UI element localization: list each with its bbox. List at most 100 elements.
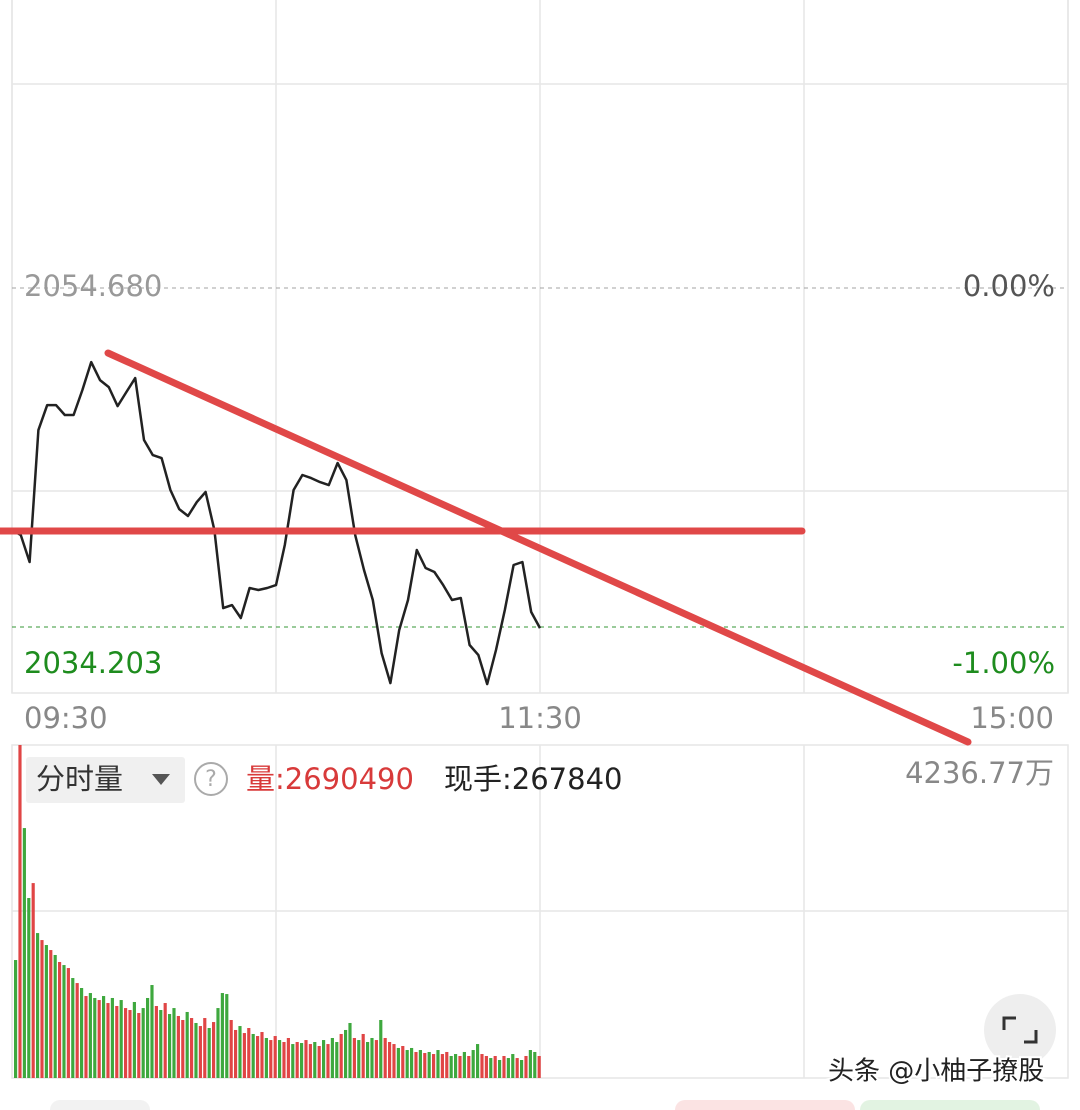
volume-bar bbox=[242, 1033, 246, 1078]
drawn-trendlines bbox=[0, 349, 972, 746]
volume-bar bbox=[454, 1054, 458, 1078]
volume-bar bbox=[62, 965, 66, 1078]
volume-bar bbox=[207, 1028, 211, 1078]
volume-bar bbox=[462, 1051, 466, 1078]
volume-bar bbox=[119, 1000, 123, 1078]
volume-bar bbox=[348, 1022, 352, 1078]
y-tick-label: 2054.680 bbox=[24, 269, 162, 303]
volume-bar bbox=[163, 1003, 167, 1078]
volume-bar bbox=[414, 1051, 418, 1078]
volume-bar bbox=[84, 996, 88, 1078]
volume-bar bbox=[383, 1037, 387, 1078]
volume-bar bbox=[326, 1044, 330, 1078]
volume-bar bbox=[27, 898, 31, 1078]
y2-tick-label: 0.00% bbox=[963, 269, 1055, 303]
volume-bar bbox=[251, 1033, 255, 1078]
volume-bar bbox=[484, 1055, 488, 1078]
volume-bar bbox=[335, 1042, 339, 1078]
volume-annotation: 量:2690490 bbox=[246, 762, 414, 796]
volume-bar bbox=[537, 1055, 541, 1078]
volume-bar bbox=[168, 1014, 172, 1078]
x-tick-label: 15:00 bbox=[970, 701, 1054, 735]
volume-bar bbox=[374, 1040, 378, 1078]
volume-bar bbox=[190, 1018, 194, 1078]
volume-bar bbox=[506, 1058, 510, 1078]
watermark: 头条 @小柚子撩股 bbox=[828, 1057, 1044, 1087]
volume-bar bbox=[150, 985, 154, 1078]
volume-bar bbox=[238, 1026, 242, 1078]
volume-bar bbox=[106, 1003, 110, 1078]
volume-bar bbox=[480, 1054, 484, 1078]
volume-bar bbox=[308, 1044, 312, 1078]
volume-bar bbox=[198, 1026, 202, 1078]
y-tick-label: 2034.203 bbox=[24, 646, 162, 680]
volume-bar bbox=[58, 961, 62, 1078]
volume-bar bbox=[344, 1029, 348, 1078]
x-tick-label: 11:30 bbox=[498, 701, 582, 735]
volume-bar bbox=[524, 1055, 528, 1078]
bottom-button[interactable] bbox=[860, 1100, 1040, 1110]
volume-bar bbox=[401, 1046, 405, 1078]
volume-bar bbox=[225, 994, 229, 1078]
volume-bar bbox=[256, 1036, 260, 1078]
volume-bar bbox=[22, 828, 26, 1078]
help-icon[interactable] bbox=[194, 762, 228, 796]
volume-bar bbox=[124, 1008, 128, 1078]
volume-bar bbox=[440, 1054, 444, 1078]
volume-bar bbox=[71, 978, 75, 1078]
volume-bar bbox=[181, 1019, 185, 1078]
volume-bar bbox=[445, 1051, 449, 1078]
volume-bar bbox=[313, 1042, 317, 1078]
volume-bar bbox=[93, 997, 97, 1078]
volume-bar bbox=[418, 1050, 422, 1078]
volume-bar bbox=[432, 1054, 436, 1078]
volume-bar bbox=[304, 1040, 308, 1078]
hand-annotation: 现手:267840 bbox=[444, 762, 622, 796]
volume-bar bbox=[49, 950, 53, 1078]
fullscreen-button[interactable] bbox=[984, 994, 1056, 1066]
volume-bar bbox=[40, 940, 44, 1078]
volume-bar bbox=[36, 933, 40, 1078]
volume-bar bbox=[493, 1055, 497, 1078]
volume-bar bbox=[396, 1047, 400, 1078]
volume-bar bbox=[392, 1044, 396, 1078]
bottom-button[interactable] bbox=[675, 1100, 855, 1110]
volume-title: 分时量 bbox=[36, 762, 123, 796]
volume-bar bbox=[330, 1037, 334, 1078]
volume-bar bbox=[75, 983, 79, 1078]
volume-bar bbox=[220, 993, 224, 1078]
volume-bar bbox=[273, 1036, 277, 1078]
volume-bar bbox=[502, 1055, 506, 1078]
volume-bar bbox=[176, 1015, 180, 1078]
volume-bar bbox=[146, 997, 150, 1078]
volume-bar bbox=[66, 968, 70, 1078]
volume-bar bbox=[458, 1055, 462, 1078]
volume-bar bbox=[498, 1060, 502, 1078]
volume-bar bbox=[317, 1046, 321, 1078]
volume-bar bbox=[172, 1008, 176, 1078]
volume-bar bbox=[154, 1006, 158, 1078]
dropdown[interactable] bbox=[26, 757, 185, 803]
volume-bar bbox=[132, 1001, 136, 1078]
volume-bar bbox=[300, 1043, 304, 1078]
volume-bar bbox=[185, 1011, 189, 1078]
volume-bar bbox=[533, 1051, 537, 1078]
bottom-button[interactable] bbox=[50, 1100, 150, 1110]
volume-bar bbox=[229, 1019, 233, 1078]
volume-bar bbox=[80, 988, 84, 1078]
volume-bar bbox=[515, 1058, 519, 1078]
volume-bar bbox=[366, 1042, 370, 1078]
y2-tick-label: -1.00% bbox=[952, 646, 1055, 680]
volume-bar bbox=[405, 1050, 409, 1078]
volume-bar bbox=[128, 1010, 132, 1078]
volume-bar bbox=[31, 883, 35, 1078]
volume-bar bbox=[234, 1029, 238, 1078]
volume-bar bbox=[53, 954, 57, 1078]
volume-bar bbox=[511, 1054, 515, 1078]
y-tick-label: 4236.77万 bbox=[905, 756, 1054, 790]
volume-bar bbox=[467, 1055, 471, 1078]
plot: 09:30 11:30 15:00 2054.680 2034.203 0.00% -1.0… bbox=[11, 0, 1069, 1078]
volume-bar bbox=[159, 1010, 163, 1078]
volume-bar bbox=[476, 1044, 480, 1078]
